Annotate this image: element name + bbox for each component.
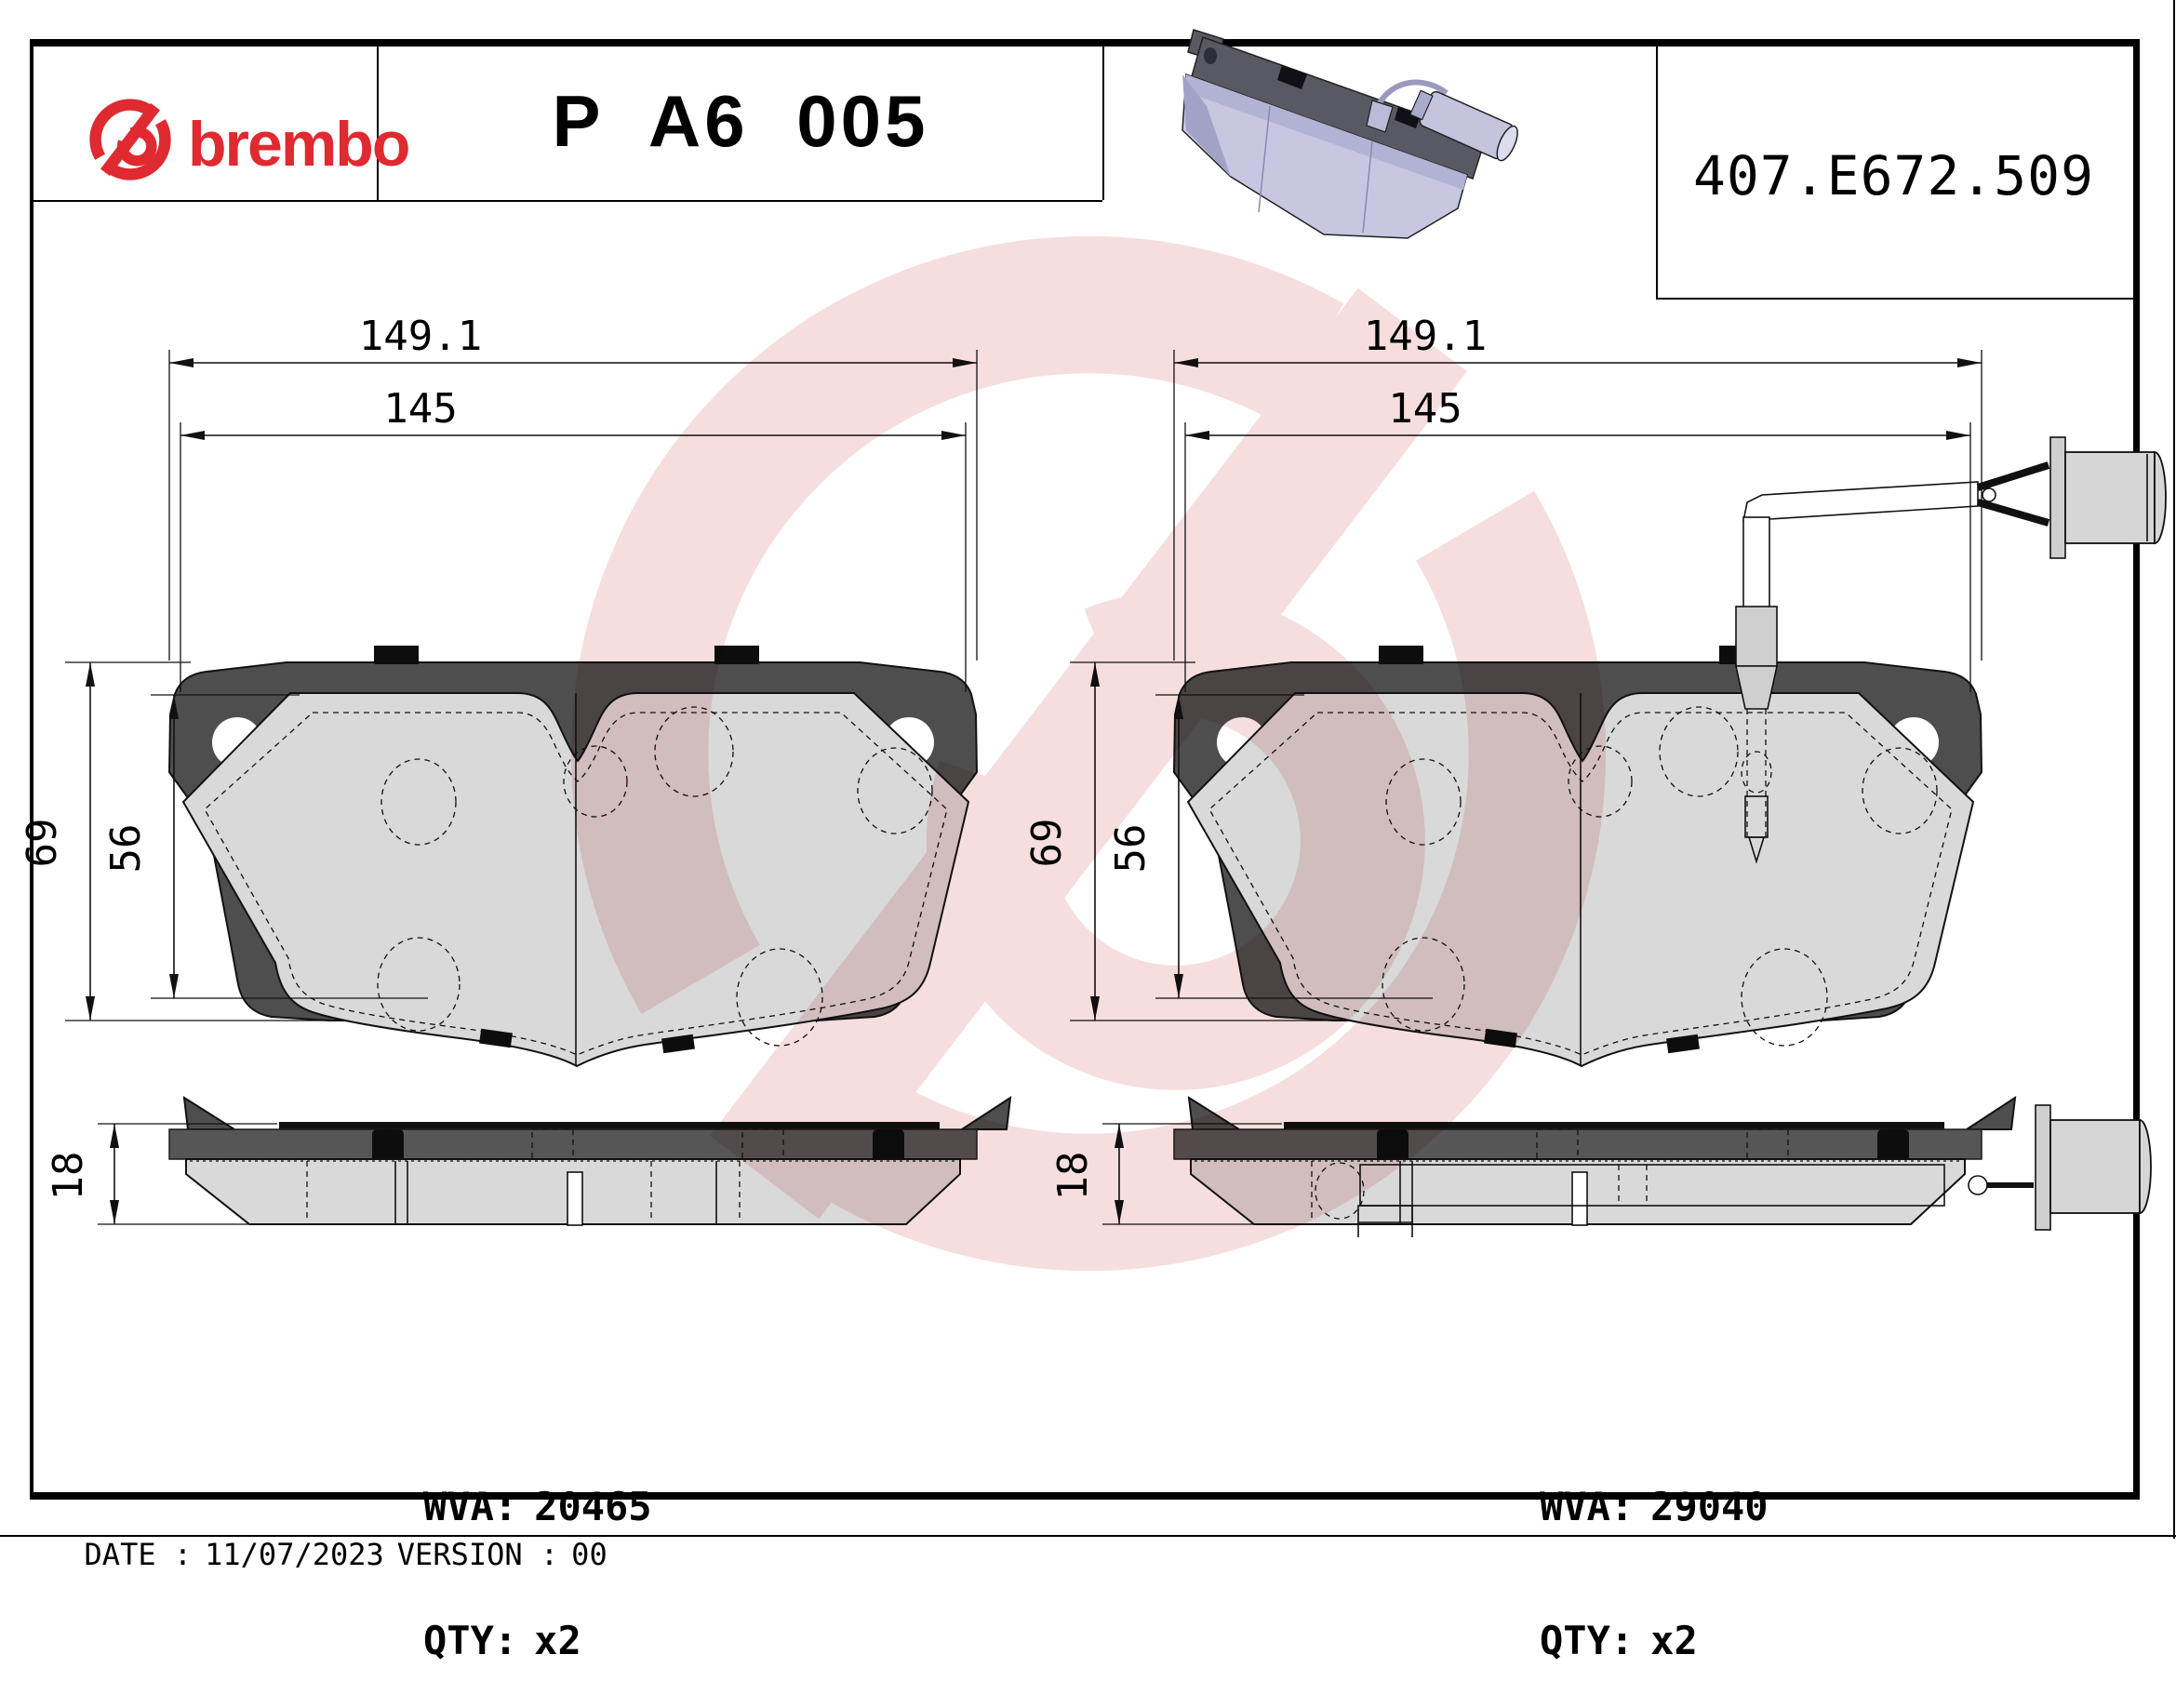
side-view: [168, 1095, 1012, 1226]
sensor-hole: [1741, 751, 1772, 794]
center-slot: [1571, 1171, 1588, 1226]
bottom-tab: [1666, 1034, 1700, 1054]
version-value: 00: [571, 1537, 607, 1572]
connector-body: [2049, 1119, 2141, 1214]
qty-label: QTY:: [1540, 1618, 1635, 1663]
reference-cell-left-border: [1656, 42, 1658, 300]
connector-cap: [2154, 451, 2167, 544]
wva-row: WVA: 29040: [1540, 1485, 1769, 1529]
header-cell-divider-1: [377, 42, 379, 200]
dim-thickness: 18: [1049, 1152, 1097, 1201]
wear-sensor-assembly: [1735, 436, 2167, 864]
wva-value: 29040: [1650, 1484, 1769, 1529]
date-label: DATE :: [84, 1537, 193, 1572]
render-pad-body: [1181, 73, 1468, 239]
reference-number: 407.E672.509: [1692, 144, 2094, 207]
wva-row: WVA: 20465: [423, 1485, 652, 1529]
sensor-wire-tube: [1742, 481, 1979, 522]
dim-thickness: 18: [45, 1152, 92, 1201]
date-value: 11/07/2023: [205, 1537, 384, 1572]
front-view: [1172, 646, 1983, 1068]
connector-flange: [2035, 1104, 2051, 1231]
sensor-element-tip: [1747, 836, 1766, 864]
brembo-logo-icon: [89, 99, 171, 180]
frame-left-border: [30, 39, 33, 1500]
bottom-tab: [479, 1028, 513, 1048]
sensor-bracket: [1735, 606, 1778, 667]
render-backplate: [1187, 29, 1487, 180]
retainer-horn: [958, 1095, 1012, 1130]
datasheet-page: { "header": { "brand_wordmark": "brembo"…: [0, 0, 2176, 1663]
dim-outer-height: 69: [19, 819, 66, 868]
center-slot: [567, 1171, 583, 1226]
retainer-horn: [1963, 1095, 2017, 1130]
qty-value: x2: [1650, 1618, 1698, 1663]
top-clip: [374, 646, 419, 664]
brake-pad-3d-render: [1181, 29, 1518, 239]
retainer-horn: [1187, 1096, 1243, 1130]
frame-top-border: [30, 39, 2140, 47]
wire-crimp: [1982, 487, 1996, 502]
version-label: VERSION :: [396, 1537, 559, 1572]
page-edge-bottom: [0, 1535, 2176, 1537]
wire-fork: [1976, 461, 2050, 491]
dim-outer-height: 69: [1023, 819, 1071, 868]
wva-label: WVA:: [423, 1484, 518, 1529]
dim-pad-height: 56: [1107, 824, 1155, 874]
connector-cap: [2139, 1119, 2152, 1214]
qty-label: QTY:: [423, 1618, 518, 1663]
frame-right-border: [2133, 39, 2140, 1500]
wire-fork: [1976, 499, 2050, 527]
dim-pad-width: 145: [1388, 385, 1462, 433]
wear-hole: [377, 937, 461, 1032]
side-view: [1173, 1095, 2152, 1237]
header-cell-divider-2: [1102, 42, 1104, 200]
technical-drawing-right: 149.1 145 69 56 18: [1023, 313, 2167, 1237]
wear-hole: [1659, 706, 1739, 797]
header-cells-bottom-border: [30, 200, 1102, 202]
dim-outer-width: 149.1: [359, 313, 482, 360]
wear-hole: [1741, 948, 1828, 1047]
wear-hole: [1862, 747, 1938, 834]
wear-hole: [380, 758, 457, 846]
sensor-wire-tube: [1742, 516, 1770, 609]
frame-bottom-border: [30, 1492, 2140, 1500]
brand-cell: brembo: [33, 47, 410, 200]
technical-drawing-left: 149.1 145 69 56 18: [19, 313, 1012, 1226]
part-number-cell: P A6 005: [379, 42, 1102, 200]
connector-body: [2064, 451, 2156, 544]
wva-label: WVA:: [1540, 1484, 1635, 1529]
clip-hidden: [1746, 1128, 1789, 1181]
wva-block-right: WVA: 29040 QTY: x2: [1540, 1395, 1769, 1708]
page-edge-right: [2173, 0, 2175, 1539]
sensor-bracket-tip: [1735, 665, 1778, 710]
dim-outer-width: 149.1: [1364, 313, 1487, 360]
retainer-horn: [182, 1096, 238, 1130]
reference-cell-bottom-border: [1656, 298, 2134, 300]
wire-crimp: [1968, 1175, 1988, 1195]
qty-row: QTY: x2: [1540, 1619, 1769, 1663]
top-clip: [1379, 646, 1423, 664]
dim-pad-height: 56: [102, 824, 150, 874]
part-number: P A6 005: [552, 79, 929, 162]
connector-flange: [2049, 436, 2066, 559]
reference-cell: 407.E672.509: [1658, 42, 2133, 298]
brembo-wordmark: brembo: [188, 109, 410, 180]
wva-value: 20465: [534, 1484, 652, 1529]
qty-value: x2: [534, 1618, 581, 1663]
top-clip: [714, 646, 759, 664]
plate-edge-strip: [1284, 1122, 1944, 1131]
footer-date-line: DATE : 11/07/2023 VERSION : 00: [48, 1501, 621, 1572]
front-view: [167, 646, 979, 1068]
qty-row: QTY: x2: [423, 1619, 652, 1663]
render-wear-sensor: [1366, 79, 1518, 162]
dim-pad-width: 145: [383, 385, 457, 433]
